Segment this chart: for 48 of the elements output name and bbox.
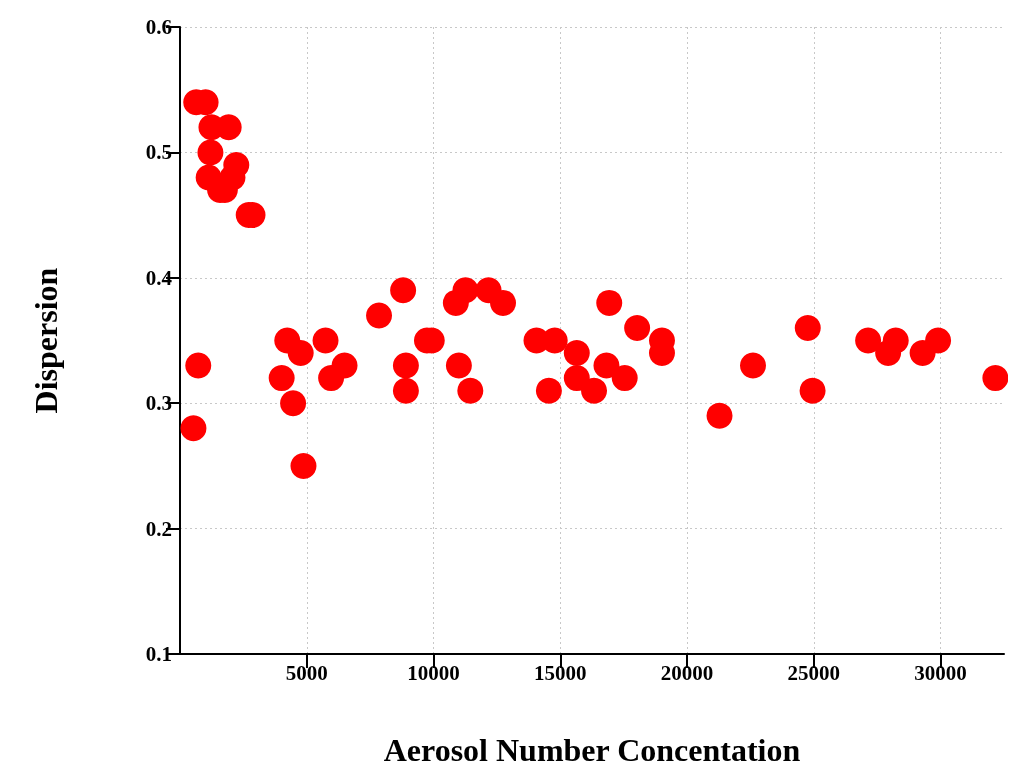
x-tick-label: 15000 <box>534 660 587 685</box>
point <box>197 139 224 166</box>
point <box>706 402 733 429</box>
point <box>312 327 339 354</box>
point <box>593 352 620 379</box>
point <box>581 377 608 404</box>
point <box>596 289 623 316</box>
x-tick-label: 10000 <box>407 660 460 685</box>
point <box>611 365 638 392</box>
point <box>535 377 562 404</box>
y-tick-label: 0.2 <box>145 516 172 541</box>
x-axis-title: Aerosol Number Concentation <box>383 732 801 768</box>
x-tick-label: 30000 <box>914 660 967 685</box>
y-tick-label: 0.4 <box>145 265 173 290</box>
point <box>855 327 882 354</box>
point <box>392 352 419 379</box>
point <box>280 390 307 417</box>
y-tick-label: 0.5 <box>145 140 172 165</box>
point <box>624 314 651 341</box>
point <box>563 340 590 367</box>
y-tick-label: 0.1 <box>145 642 172 666</box>
point <box>268 365 295 392</box>
point <box>223 151 250 178</box>
point <box>490 289 517 316</box>
point <box>925 327 952 354</box>
x-tick-label: 25000 <box>787 660 841 685</box>
y-tick-label: 0.3 <box>145 391 172 416</box>
point <box>794 314 821 341</box>
point <box>452 277 479 304</box>
x-tick-label: 20000 <box>660 660 714 685</box>
y-axis-title: Dispersion <box>28 267 64 414</box>
point <box>799 377 826 404</box>
point <box>366 302 393 329</box>
point <box>185 352 212 379</box>
point <box>290 452 317 479</box>
point <box>287 340 314 367</box>
point <box>740 352 766 379</box>
point <box>445 352 472 379</box>
point <box>563 365 590 392</box>
point <box>331 352 358 379</box>
point <box>180 415 207 442</box>
point <box>882 327 909 354</box>
point <box>457 377 484 404</box>
point <box>390 277 417 304</box>
y-tick-label: 0.6 <box>145 15 172 39</box>
point <box>982 365 1008 392</box>
point <box>392 377 419 404</box>
x-tick-label: 5000 <box>285 660 328 685</box>
